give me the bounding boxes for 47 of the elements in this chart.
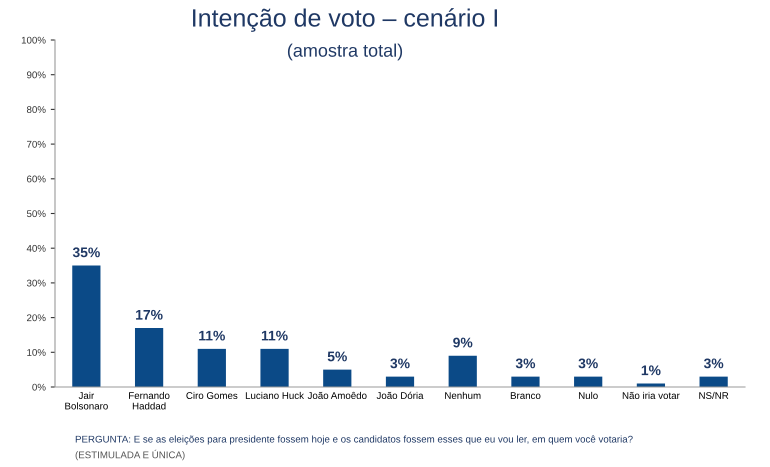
text: PERGUNTA: E se as eleições para presidente fossem hoje e os candidatos fossem esses que eu vou ler, em quem você votaria? <box>76 435 633 445</box>
y-tick-label: 100% <box>22 36 46 44</box>
bar <box>700 376 728 387</box>
y-tick-label: 70% <box>27 140 46 148</box>
bar <box>260 348 289 387</box>
y-tick-label: 60% <box>27 176 46 182</box>
y-tick-label: 0% <box>32 384 46 391</box>
x-tick-label: Jair Bolsonaro <box>65 392 108 410</box>
data-label: 1% <box>642 365 661 376</box>
x-tick-label: Fernando Haddad <box>129 392 170 410</box>
bar <box>134 328 164 387</box>
x-tick-label: Ciro Gomes <box>186 392 238 399</box>
x-tick-label: Não iria votar <box>622 392 680 399</box>
y-tick-label: 20% <box>27 314 46 322</box>
data-label: 3% <box>578 358 598 368</box>
bar <box>72 266 100 387</box>
x-tick-label: Luciano Huck <box>246 392 304 399</box>
text: (ESTIMULADA E ÚNICA) <box>76 450 185 460</box>
data-label: 11% <box>199 330 225 340</box>
bar <box>574 376 602 387</box>
x-tick-label: Branco <box>510 392 540 399</box>
data-label: 3% <box>516 358 536 368</box>
y-tick-label: 50% <box>26 210 46 218</box>
bar <box>386 376 414 387</box>
data-label: 9% <box>453 338 472 348</box>
y-tick-label: 30% <box>26 280 46 287</box>
bar <box>198 348 226 387</box>
y-tick-label: 90% <box>26 71 46 78</box>
data-label: 3% <box>704 358 724 368</box>
data-label: 17% <box>136 310 163 320</box>
data-label: 3% <box>390 358 410 368</box>
bar <box>511 376 540 387</box>
chart-title: Intenção de voto – cenário I <box>193 8 497 32</box>
x-tick-label: NS/NR <box>699 392 728 399</box>
y-tick-label: 80% <box>26 106 46 114</box>
bar <box>448 356 477 387</box>
x-tick-label: Nulo <box>578 392 598 399</box>
data-label: 35% <box>72 247 100 258</box>
x-tick-label: João Dória <box>376 392 424 399</box>
chart-subtitle: (amostra total) <box>288 44 402 60</box>
y-tick-label: 40% <box>26 244 46 252</box>
data-label: 11% <box>262 330 288 340</box>
x-tick-label: Nenhum <box>445 392 480 399</box>
bar <box>323 370 352 387</box>
x-tick-label: João Amoêdo <box>308 392 367 399</box>
y-tick-label: 10% <box>27 349 46 356</box>
data-label: 5% <box>328 352 347 362</box>
